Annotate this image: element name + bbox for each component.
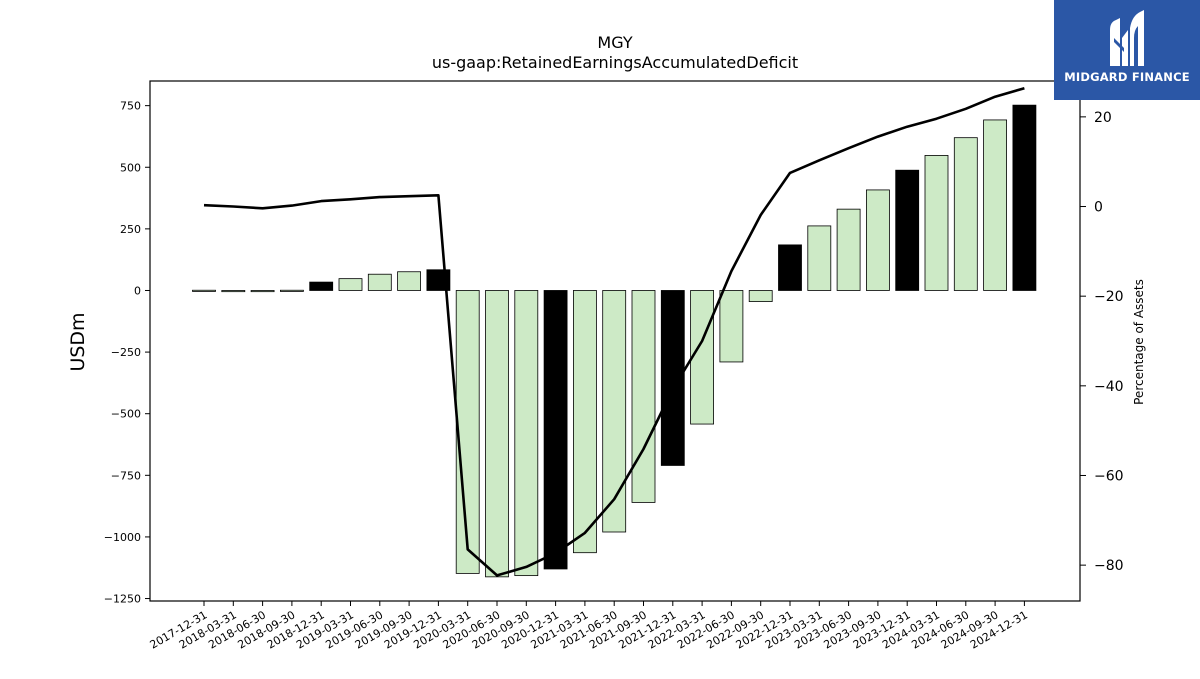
bar-2020-03-31 [455, 290, 480, 574]
y-tick-label: −1250 [104, 593, 141, 606]
bar-2021-12-31 [660, 290, 685, 466]
y-tick-label: −750 [111, 469, 141, 482]
y2-axis-label: Percentage of Assets [1132, 279, 1146, 405]
y-tick-label: −500 [111, 408, 141, 421]
y-tick-label: 750 [120, 100, 141, 113]
bar-2020-06-30 [485, 290, 509, 578]
chart-subtitle: us-gaap:RetainedEarningsAccumulatedDefic… [432, 53, 798, 72]
y2-tick-label: −80 [1094, 558, 1124, 574]
line-layer [203, 86, 1025, 577]
x-axis: 2017-12-312018-03-312018-06-302018-09-30… [148, 601, 1030, 652]
chart-title: MGY [597, 33, 632, 52]
plot-frame [149, 80, 1081, 602]
bar-2024-06-30 [953, 137, 978, 291]
midgard-m-logo-icon [1110, 10, 1144, 66]
y-axis-label: USDm [67, 312, 89, 371]
bars-layer [192, 104, 1037, 578]
y-tick-label: 500 [120, 161, 141, 174]
bar-2024-03-31 [924, 155, 949, 291]
bar-2021-09-30 [631, 290, 656, 503]
y2-tick-label: −60 [1094, 468, 1124, 484]
bar-2018-12-31 [309, 281, 334, 291]
bar-2018-06-30 [250, 290, 275, 293]
y-tick-label: 0 [134, 284, 141, 297]
bar-2019-06-30 [367, 273, 392, 291]
brand-logo: MIDGARD FINANCE [1054, 0, 1200, 100]
y2-tick-label: 20 [1094, 110, 1112, 126]
bar-2021-06-30 [602, 290, 627, 533]
bar-2020-09-30 [514, 290, 539, 577]
bar-2022-12-31 [778, 244, 802, 291]
bar-2022-03-31 [690, 290, 714, 425]
bar-2024-09-30 [983, 119, 1007, 291]
bar-2023-09-30 [866, 189, 890, 291]
bar-2023-12-31 [895, 169, 920, 291]
bar-2020-12-31 [543, 290, 568, 570]
y2-tick-label: 0 [1094, 200, 1103, 216]
bar-2024-12-31 [1012, 104, 1037, 291]
y2-tick-label: −20 [1094, 289, 1124, 305]
bar-2023-03-31 [807, 225, 832, 291]
y-tick-label: −250 [111, 346, 141, 359]
percentage-of-assets-line [203, 86, 1025, 577]
y-axis-left: 750 500 250 0 −250 −500 −750 −1000 −1250 [104, 100, 150, 606]
bar-2019-09-30 [397, 271, 422, 291]
bar-2023-06-30 [836, 208, 861, 291]
bar-2022-09-30 [748, 290, 773, 302]
bar-2019-03-31 [338, 278, 363, 291]
bar-2017-12-31 [192, 289, 216, 292]
brand-name: MIDGARD FINANCE [1064, 70, 1190, 84]
bar-2018-03-31 [221, 290, 246, 293]
y-tick-label: 250 [120, 223, 141, 236]
y-axis-right: 20 0 −20 −40 −60 −80 [1080, 110, 1124, 574]
y-tick-label: −1000 [104, 531, 141, 544]
y2-tick-label: −40 [1094, 379, 1124, 395]
bar-2021-03-31 [573, 290, 597, 554]
bar-2018-09-30 [279, 289, 304, 292]
bar-2022-06-30 [719, 290, 744, 363]
